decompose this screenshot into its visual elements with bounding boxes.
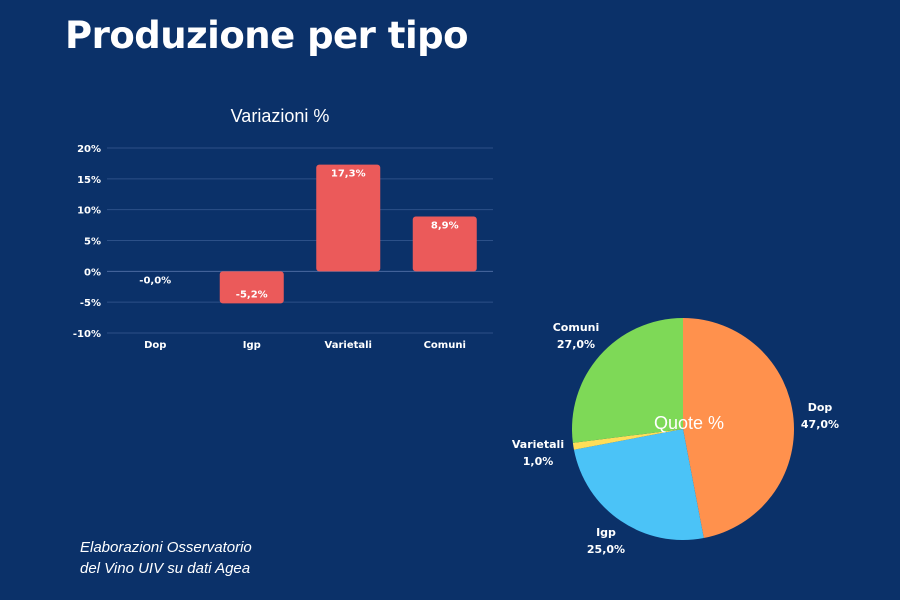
pie-slice-varietali (572, 429, 683, 450)
credit-line-1: Elaborazioni Osservatorio (80, 539, 252, 556)
pie-category-label: Igp (596, 526, 616, 539)
pie-category-label: Varietali (512, 438, 564, 451)
y-tick-label: 5% (84, 237, 101, 248)
y-tick-label: -5% (80, 298, 101, 309)
pie-category-label: Comuni (553, 321, 600, 334)
y-tick-label: 0% (84, 267, 101, 278)
pie-value-label: 27,0% (557, 338, 595, 351)
bar-data-label: 17,3% (331, 169, 366, 180)
pie-category-label: Dop (808, 401, 833, 414)
page-title: Produzione per tipo (65, 14, 469, 57)
pie-value-label: 25,0% (587, 543, 625, 556)
bar-igp (219, 271, 284, 304)
x-tick-label: Dop (144, 340, 166, 351)
y-tick-label: 20% (77, 144, 101, 155)
bar-comuni (412, 216, 477, 272)
y-tick-label: 15% (77, 175, 101, 186)
bar-data-label: -0,0% (139, 275, 171, 286)
pie-slice-igp (573, 429, 704, 540)
bar-chart-title: Variazioni % (231, 106, 330, 126)
bar-varietali (316, 164, 381, 272)
source-credit: Elaborazioni Osservatorio del Vino UIV s… (80, 537, 252, 579)
x-tick-label: Varietali (325, 340, 372, 351)
y-tick-label: -10% (73, 329, 101, 340)
pie-value-label: 1,0% (523, 455, 554, 468)
pie-slice-dop (683, 318, 795, 539)
x-tick-label: Comuni (424, 340, 466, 351)
bar-data-label: -5,2% (236, 289, 268, 300)
pie-value-label: 47,0% (801, 418, 839, 431)
pie-chart-title: Quote % (654, 413, 724, 433)
bar-data-label: 8,9% (431, 220, 459, 231)
credit-line-2: del Vino UIV su dati Agea (80, 560, 251, 577)
x-tick-label: Igp (243, 340, 261, 351)
pie-slice-comuni (571, 318, 683, 443)
y-tick-label: 10% (77, 206, 101, 217)
